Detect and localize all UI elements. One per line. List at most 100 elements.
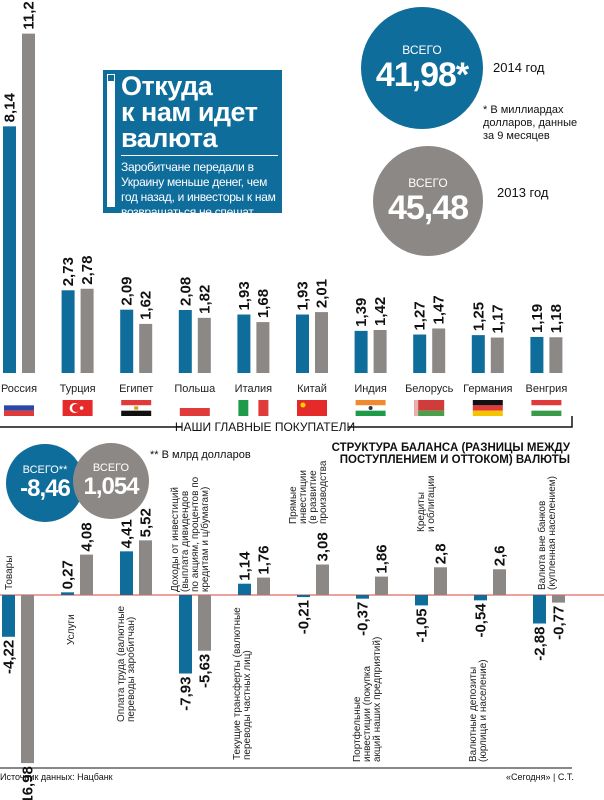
flag-russia-icon xyxy=(4,400,34,416)
category-label-line: (выплата дивидендов xyxy=(180,491,191,592)
bar-2014 xyxy=(2,595,15,637)
bar-2014 xyxy=(296,314,309,373)
flag-belarus-icon xyxy=(414,400,445,416)
bar-value-label: -0,37 xyxy=(355,602,372,636)
category-label-line: (в развитие xyxy=(308,470,319,524)
bar-2014 xyxy=(413,334,427,373)
category-label: Услуги xyxy=(66,614,77,645)
category-label-line: Товары xyxy=(4,556,15,590)
country-label: Россия xyxy=(1,383,37,395)
bar-value-label: -7,93 xyxy=(178,677,195,711)
bar-2014 xyxy=(415,595,428,606)
category-label-line: Валюта вне банков xyxy=(536,501,548,590)
bar-2013 xyxy=(256,322,270,373)
bar-value-label: 4,08 xyxy=(79,522,96,551)
flag-china-icon xyxy=(297,400,327,416)
category-label-line: кредитам и ц/бумагам) xyxy=(199,487,211,592)
category-label-line: переводы заробитчан) xyxy=(125,617,137,722)
flag-turkey-icon xyxy=(62,400,93,416)
bar-2013 xyxy=(549,337,563,373)
category-label: Товары xyxy=(4,556,15,590)
category-label-line: переводы частных лиц) xyxy=(242,650,253,760)
category-label-line: Оплата труда (валютные xyxy=(116,605,127,722)
bar-value-label: 3,08 xyxy=(315,532,332,561)
category-label-line: инвестиции (покупка xyxy=(362,665,373,762)
bar-2013 xyxy=(493,569,506,595)
bar-value-label: 1,82 xyxy=(196,285,213,314)
bar-value-label: 2,09 xyxy=(119,276,136,305)
category-label-line: (купленная населением) xyxy=(547,476,558,590)
bar-2014 xyxy=(533,595,546,624)
bar-2013 xyxy=(80,554,93,595)
bar-2014 xyxy=(354,330,368,373)
bar-2013 xyxy=(22,33,35,373)
bar-2013 xyxy=(139,323,153,373)
bar-value-label: -2,88 xyxy=(532,627,549,661)
bar-value-label: 2,8 xyxy=(433,543,450,564)
bar-2013 xyxy=(552,595,565,603)
country-label: Китай xyxy=(297,383,327,395)
bar-value-label: 1,19 xyxy=(529,304,546,333)
bar-value-label: 1,14 xyxy=(237,551,254,581)
country-label: Польша xyxy=(174,383,216,395)
country-label: Италия xyxy=(235,383,273,395)
flag-india-icon xyxy=(355,400,386,416)
bar-value-label: 2,73 xyxy=(60,257,77,286)
bar-2014 xyxy=(61,290,75,373)
bar-2013 xyxy=(198,595,211,651)
bar-value-label: 5,52 xyxy=(138,508,155,537)
flag-poland-icon xyxy=(179,400,210,416)
bar-2013 xyxy=(316,564,329,595)
bar-value-label: 1,17 xyxy=(489,304,506,333)
balance-total-2013-circle: ВСЕГО 1,054 xyxy=(73,443,149,519)
country-label: Венгрия xyxy=(526,383,568,395)
bar-value-label: 1,27 xyxy=(412,301,429,330)
country-label: Турция xyxy=(60,383,96,395)
bar-2013 xyxy=(139,540,152,595)
flag-germany-icon xyxy=(472,400,503,416)
category-label: Оплата труда (валютные переводы заробитча… xyxy=(116,605,137,722)
bar-2014 xyxy=(179,595,192,674)
category-label-line: производства xyxy=(318,460,329,524)
category-label-line: Текущие трансферты (валютные xyxy=(231,607,243,760)
buyers-title: НАШИ ГЛАВНЫЕ ПОКУПАТЕЛИ xyxy=(175,420,355,434)
category-label: Валюта вне банков (купленная населением) xyxy=(536,476,558,590)
category-label-line: по акциям, процентов по xyxy=(190,476,201,592)
bar-value-label: 0,27 xyxy=(60,560,77,589)
category-label-line: Кредиты xyxy=(416,492,427,532)
bar-value-label: 2,08 xyxy=(177,277,194,306)
bar-value-label: 1,18 xyxy=(548,304,565,333)
flag-italy-icon xyxy=(238,400,269,416)
bar-2014 xyxy=(61,592,74,595)
country-label: Белорусь xyxy=(405,383,454,395)
bar-2013 xyxy=(373,329,387,373)
bar-value-label: 4,41 xyxy=(119,519,136,548)
headline-subtitle: Заробитчане передали в Украину меньше де… xyxy=(121,160,276,219)
bar-2013 xyxy=(315,312,328,373)
bar-2014 xyxy=(3,126,16,373)
category-label-line: Доходы от инвестиций xyxy=(170,487,181,592)
bar-2013 xyxy=(21,595,34,764)
category-label-line: Портфельные xyxy=(351,696,363,762)
category-label: Портфельные инвестиции (покупка акций наши… xyxy=(351,637,383,762)
headline-accent-bar xyxy=(107,74,115,207)
bar-2014 xyxy=(120,309,134,373)
bar-value-label: 1,62 xyxy=(138,291,155,320)
bar-2014 xyxy=(238,583,251,595)
bar-2014 xyxy=(120,551,133,595)
bar-value-label: -5,63 xyxy=(197,654,214,688)
category-label-line: Услуги xyxy=(66,614,77,645)
balance-units-note: ** В млрд долларов xyxy=(150,449,251,461)
flag-hungary-icon xyxy=(531,400,562,416)
bar-2014 xyxy=(474,595,487,601)
category-label: Текущие трансферты (валютные переводы час… xyxy=(231,607,253,760)
category-label-line: Прямые xyxy=(288,486,299,524)
category-label-line: инвестиции xyxy=(298,470,309,524)
bar-2014 xyxy=(237,314,251,373)
bar-value-label: 1,93 xyxy=(236,281,253,310)
country-label: Индия xyxy=(354,383,387,395)
credit-note: «Сегодня» | С.Т. xyxy=(506,772,574,782)
category-label-line: и облигации xyxy=(425,475,437,532)
bar-value-label: 8,14 xyxy=(2,93,19,123)
